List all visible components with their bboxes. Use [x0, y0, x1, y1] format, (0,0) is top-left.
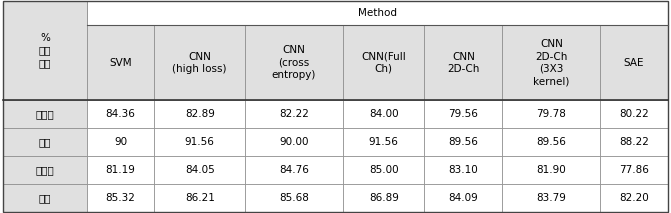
Text: 86.89: 86.89: [369, 193, 399, 203]
Text: CNN
2D-Ch: CNN 2D-Ch: [448, 52, 480, 74]
Text: 91.56: 91.56: [185, 137, 215, 147]
Bar: [503, 128, 601, 156]
Bar: [503, 100, 601, 128]
Bar: [154, 156, 245, 184]
Bar: [87, 156, 154, 184]
Bar: [3, 184, 87, 212]
Text: 83.79: 83.79: [536, 193, 566, 203]
Bar: [503, 25, 601, 100]
Text: 83.10: 83.10: [449, 165, 478, 175]
Bar: [601, 156, 668, 184]
Text: 88.22: 88.22: [619, 137, 649, 147]
Bar: [87, 1, 668, 25]
Text: 82.89: 82.89: [185, 109, 215, 119]
Text: 77.86: 77.86: [619, 165, 649, 175]
Bar: [87, 128, 154, 156]
Bar: [425, 100, 503, 128]
Bar: [87, 25, 154, 100]
Bar: [3, 1, 87, 100]
Bar: [87, 100, 154, 128]
Bar: [154, 128, 245, 156]
Text: SAE: SAE: [624, 58, 644, 68]
Bar: [3, 1, 87, 25]
Text: 스피커: 스피커: [36, 165, 54, 175]
Bar: [3, 128, 87, 156]
Text: CNN
2D-Ch
(3X3
kernel): CNN 2D-Ch (3X3 kernel): [533, 39, 570, 86]
Bar: [245, 128, 343, 156]
Text: 91.56: 91.56: [369, 137, 399, 147]
Bar: [425, 156, 503, 184]
Bar: [601, 128, 668, 156]
Text: 85.68: 85.68: [279, 193, 309, 203]
Bar: [343, 128, 425, 156]
Bar: [343, 100, 425, 128]
Text: 84.00: 84.00: [369, 109, 399, 119]
Text: 90: 90: [114, 137, 127, 147]
Text: 89.56: 89.56: [448, 137, 478, 147]
Bar: [154, 25, 245, 100]
Text: SVM: SVM: [109, 58, 132, 68]
Bar: [3, 100, 87, 128]
Bar: [343, 156, 425, 184]
Text: 도어락: 도어락: [36, 109, 54, 119]
Text: 86.21: 86.21: [185, 193, 215, 203]
Bar: [3, 156, 87, 184]
Bar: [87, 184, 154, 212]
Bar: [601, 100, 668, 128]
Bar: [245, 184, 343, 212]
Text: 82.20: 82.20: [619, 193, 649, 203]
Text: 82.22: 82.22: [279, 109, 309, 119]
Bar: [245, 25, 343, 100]
Text: 80.22: 80.22: [619, 109, 649, 119]
Text: 84.05: 84.05: [185, 165, 215, 175]
Bar: [425, 184, 503, 212]
Text: CNN
(high loss): CNN (high loss): [172, 52, 227, 74]
Text: 89.56: 89.56: [536, 137, 566, 147]
Text: 85.00: 85.00: [369, 165, 399, 175]
Text: 90.00: 90.00: [279, 137, 309, 147]
Bar: [425, 128, 503, 156]
Bar: [245, 100, 343, 128]
Bar: [343, 184, 425, 212]
Text: 84.09: 84.09: [449, 193, 478, 203]
Bar: [154, 184, 245, 212]
Text: 79.56: 79.56: [448, 109, 478, 119]
Bar: [503, 184, 601, 212]
Text: 84.76: 84.76: [279, 165, 309, 175]
Bar: [425, 25, 503, 100]
Text: CNN
(cross
entropy): CNN (cross entropy): [272, 45, 316, 80]
Text: 평균: 평균: [39, 193, 52, 203]
Text: 81.19: 81.19: [106, 165, 136, 175]
Bar: [503, 156, 601, 184]
Bar: [601, 184, 668, 212]
Text: 84.36: 84.36: [106, 109, 136, 119]
Text: 79.78: 79.78: [536, 109, 566, 119]
Text: 81.90: 81.90: [537, 165, 566, 175]
Bar: [154, 100, 245, 128]
Text: CNN(Full
Ch): CNN(Full Ch): [362, 52, 406, 74]
Bar: [601, 25, 668, 100]
Text: Method: Method: [358, 8, 397, 18]
Bar: [343, 25, 425, 100]
Text: 85.32: 85.32: [106, 193, 136, 203]
Text: 램프: 램프: [39, 137, 52, 147]
Bar: [245, 156, 343, 184]
Text: %
표기
생략: % 표기 생략: [39, 33, 52, 68]
